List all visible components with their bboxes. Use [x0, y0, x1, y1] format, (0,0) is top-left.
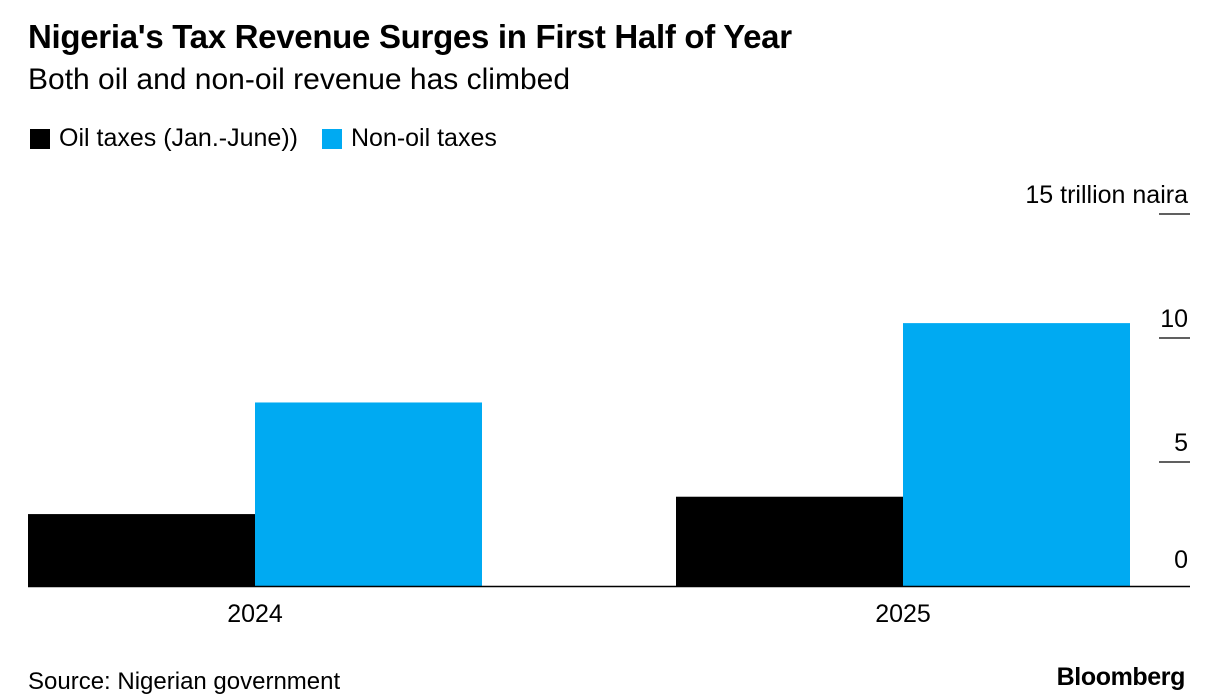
bar-oil-2024	[28, 514, 255, 586]
y-tick-label-0: 0	[1174, 546, 1188, 574]
bar-oil-2025	[676, 496, 903, 586]
chart-title: Nigeria's Tax Revenue Surges in First Ha…	[28, 18, 792, 55]
legend: Oil taxes (Jan.-June)) Non-oil taxes	[30, 124, 521, 153]
legend-swatch-oil	[30, 128, 50, 149]
legend-item-oil: Oil taxes (Jan.-June))	[30, 124, 298, 153]
legend-label-oil: Oil taxes (Jan.-June))	[59, 124, 298, 152]
y-tick-label-10: 10	[1160, 305, 1188, 333]
chart-subtitle: Both oil and non-oil revenue has climbed	[28, 63, 571, 96]
x-tick-label-2025: 2025	[875, 600, 931, 628]
y-tick-label-15: 15 trillion naira	[1025, 181, 1188, 209]
legend-label-non-oil: Non-oil taxes	[350, 124, 497, 152]
bar-non-oil-2025	[903, 323, 1130, 586]
x-tick-label-2024: 2024	[227, 600, 283, 628]
y-tick-label-5: 5	[1174, 429, 1188, 457]
legend-swatch-non-oil	[321, 128, 342, 149]
bloomberg-logo: Bloomberg	[1056, 663, 1186, 691]
source-note: Source: Nigerian government	[28, 668, 341, 695]
legend-item-non-oil: Non-oil taxes	[321, 124, 497, 153]
bar-non-oil-2024	[255, 402, 482, 586]
